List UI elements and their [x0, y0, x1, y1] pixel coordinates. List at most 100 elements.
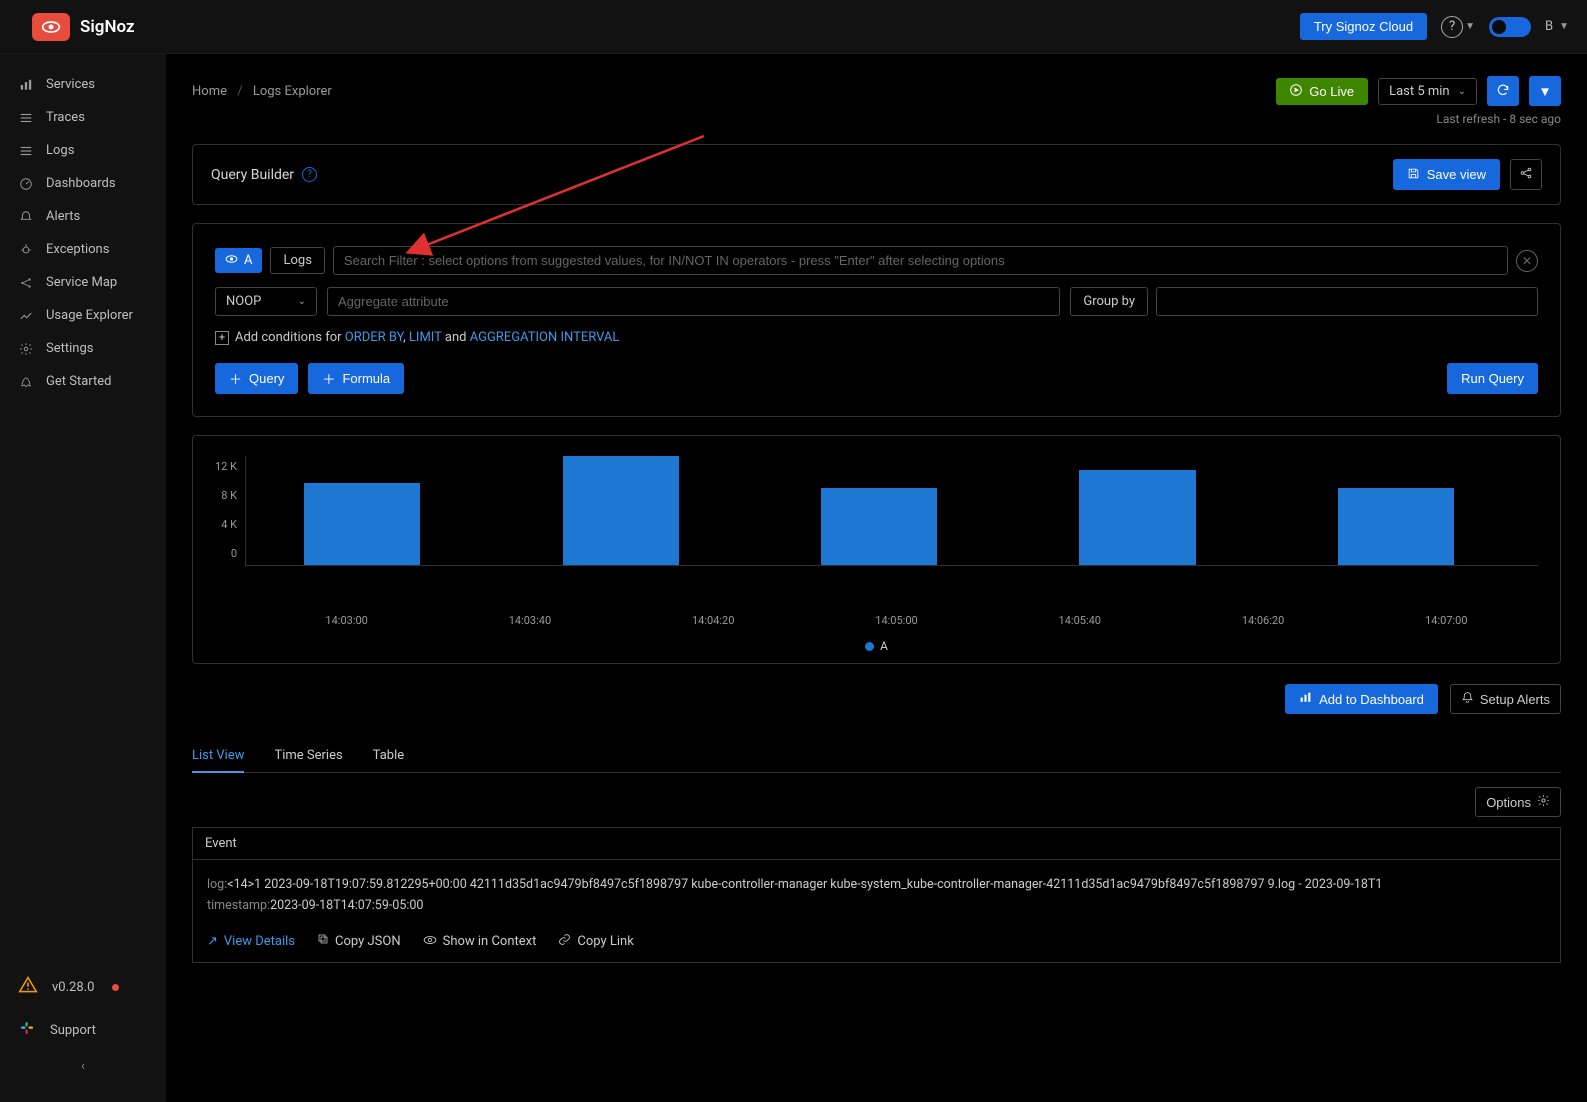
- legend-dot-icon: [865, 642, 874, 651]
- add-to-dashboard-button[interactable]: Add to Dashboard: [1285, 684, 1438, 714]
- group-by-label: Group by: [1070, 287, 1148, 316]
- bell-icon: [1461, 691, 1474, 707]
- chart-bar[interactable]: [563, 456, 679, 565]
- eye-icon: [423, 934, 437, 949]
- add-formula-button[interactable]: ＋ Formula: [308, 363, 404, 394]
- sidebar-item-label: Get Started: [46, 374, 111, 389]
- search-filter-input[interactable]: [333, 246, 1508, 275]
- share-icon: [18, 276, 34, 290]
- lines-icon: [18, 144, 34, 158]
- tab-table[interactable]: Table: [373, 740, 404, 772]
- chevron-down-icon: ▼: [1559, 21, 1569, 32]
- options-button[interactable]: Options: [1475, 787, 1561, 817]
- play-icon: [1290, 84, 1302, 99]
- chart-legend: A: [215, 639, 1538, 653]
- sidebar-item-label: Settings: [46, 341, 93, 356]
- sidebar-item-getstarted[interactable]: Get Started: [0, 365, 166, 398]
- sidebar-item-logs[interactable]: Logs: [0, 134, 166, 167]
- help-icon: ?: [1441, 16, 1463, 38]
- support-row[interactable]: Support: [0, 1009, 166, 1051]
- sidebar-item-usage[interactable]: Usage Explorer: [0, 299, 166, 332]
- share-icon: [1519, 166, 1533, 183]
- noop-select[interactable]: NOOP ⌄: [215, 287, 317, 316]
- order-by-link[interactable]: ORDER BY: [345, 330, 403, 345]
- sidebar-item-label: Service Map: [46, 275, 117, 290]
- group-by-input[interactable]: [1156, 287, 1538, 316]
- help-icon[interactable]: ?: [302, 167, 317, 182]
- chart-x-axis: 14:03:0014:03:4014:04:2014:05:0014:05:40…: [255, 614, 1538, 627]
- share-button[interactable]: [1510, 159, 1542, 190]
- eye-icon: [225, 253, 238, 268]
- plus-icon: +: [215, 331, 229, 345]
- sidebar-item-alerts[interactable]: Alerts: [0, 200, 166, 233]
- chart-bar[interactable]: [821, 488, 937, 565]
- logo[interactable]: SigNoz: [32, 13, 135, 41]
- source-select[interactable]: Logs: [270, 247, 324, 274]
- sidebar-item-label: Dashboards: [46, 176, 116, 191]
- brand-name: SigNoz: [80, 17, 135, 37]
- bell-icon: [18, 210, 34, 224]
- refresh-icon: [1496, 83, 1510, 100]
- go-live-button[interactable]: Go Live: [1276, 78, 1368, 105]
- panel-title: Query Builder: [211, 167, 294, 183]
- add-query-button[interactable]: ＋ Query: [215, 363, 298, 394]
- refresh-button[interactable]: [1487, 76, 1519, 106]
- link-icon: [558, 933, 571, 950]
- setup-alerts-button[interactable]: Setup Alerts: [1450, 684, 1561, 714]
- event-table: Event log:<14>1 2023-09-18T19:07:59.8122…: [192, 827, 1561, 963]
- slack-icon: [18, 1019, 36, 1041]
- gear-icon: [1537, 794, 1550, 810]
- last-refresh-text: Last refresh - 8 sec ago: [192, 112, 1561, 126]
- breadcrumb-current: Logs Explorer: [253, 84, 332, 99]
- sidebar-item-services[interactable]: Services: [0, 68, 166, 101]
- sidebar-item-exceptions[interactable]: Exceptions: [0, 233, 166, 266]
- sidebar-item-traces[interactable]: Traces: [0, 101, 166, 134]
- breadcrumb: Home / Logs Explorer: [192, 84, 332, 99]
- show-in-context-button[interactable]: Show in Context: [423, 933, 537, 950]
- time-range-select[interactable]: Last 5 min ⌄: [1378, 78, 1477, 105]
- chart-y-axis: 12 K8 K4 K0: [215, 460, 245, 560]
- expand-icon: ↗: [207, 934, 218, 949]
- tab-list-view[interactable]: List View: [192, 740, 244, 773]
- add-conditions-row[interactable]: + Add conditions for ORDER BY, LIMIT and…: [215, 330, 1538, 345]
- sidebar-item-label: Usage Explorer: [46, 308, 133, 323]
- sidebar-item-servicemap[interactable]: Service Map: [0, 266, 166, 299]
- run-query-button[interactable]: Run Query: [1447, 363, 1538, 394]
- aggregation-interval-link[interactable]: AGGREGATION INTERVAL: [470, 330, 620, 345]
- log-row[interactable]: log:<14>1 2023-09-18T19:07:59.812295+00:…: [193, 860, 1560, 927]
- copy-json-button[interactable]: Copy JSON: [317, 933, 401, 950]
- sidebar-item-dashboards[interactable]: Dashboards: [0, 167, 166, 200]
- sidebar-item-settings[interactable]: Settings: [0, 332, 166, 365]
- version-row[interactable]: v0.28.0: [0, 965, 166, 1009]
- aggregate-attribute-input[interactable]: [327, 287, 1060, 316]
- chevron-down-icon: ▼: [1465, 21, 1475, 32]
- chart-icon: [1299, 691, 1312, 707]
- remove-query-button[interactable]: ✕: [1516, 250, 1538, 272]
- tab-time-series[interactable]: Time Series: [274, 740, 342, 772]
- query-tag-a[interactable]: A: [215, 248, 262, 273]
- limit-link[interactable]: LIMIT: [409, 330, 442, 345]
- avatar-initial: B: [1545, 19, 1553, 34]
- chevron-left-icon: ‹: [81, 1059, 85, 1074]
- copy-link-button[interactable]: Copy Link: [558, 933, 633, 950]
- theme-toggle[interactable]: [1489, 17, 1531, 37]
- gear-icon: [18, 342, 34, 356]
- breadcrumb-home[interactable]: Home: [192, 84, 227, 99]
- refresh-dropdown-button[interactable]: ▼: [1529, 76, 1561, 106]
- lines-icon: [18, 111, 34, 125]
- user-menu[interactable]: B ▼: [1545, 19, 1569, 34]
- chart-bar[interactable]: [1338, 488, 1454, 565]
- chart-bar[interactable]: [1079, 470, 1195, 565]
- sidebar-item-label: Services: [46, 77, 95, 92]
- help-dropdown[interactable]: ? ▼: [1441, 16, 1475, 38]
- support-text: Support: [50, 1023, 96, 1038]
- view-details-button[interactable]: ↗ View Details: [207, 933, 295, 950]
- rocket-icon: [18, 375, 34, 389]
- try-cloud-button[interactable]: Try Signoz Cloud: [1300, 13, 1427, 40]
- chart-bar[interactable]: [304, 483, 420, 565]
- sidebar-collapse[interactable]: ‹: [0, 1051, 166, 1082]
- save-view-button[interactable]: Save view: [1393, 159, 1500, 190]
- sidebar: Services Traces Logs Dashboards AlertsExcept…: [0, 54, 166, 1102]
- sidebar-item-label: Logs: [46, 143, 74, 158]
- query-builder-panel: Query Builder ? Save view: [192, 144, 1561, 205]
